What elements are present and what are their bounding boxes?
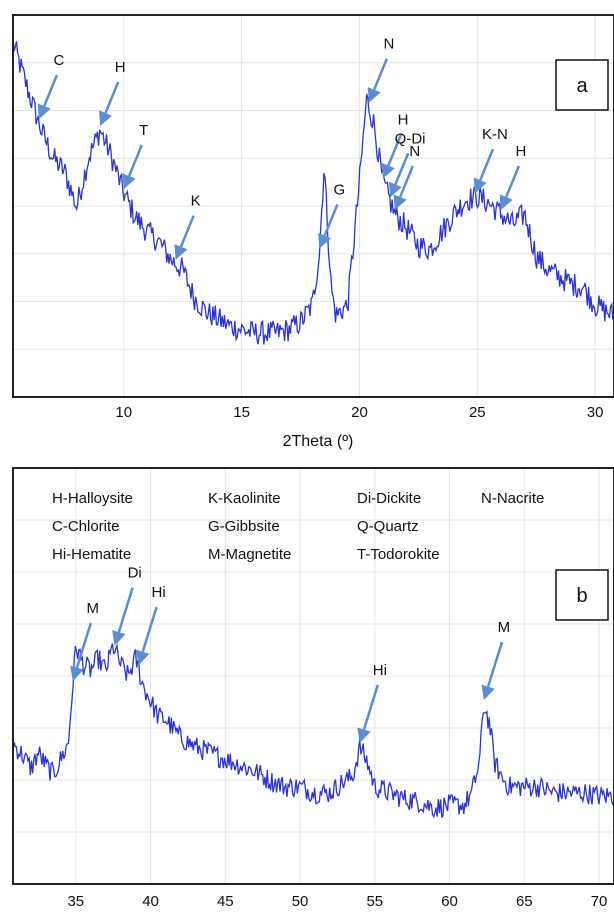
annotation-label: T <box>139 122 148 139</box>
xrd-trace-b <box>12 643 614 819</box>
x-tick-label: 55 <box>366 893 383 910</box>
annotation-arrowhead <box>37 103 51 119</box>
annotation-arrow <box>362 684 380 730</box>
legend-entry: N-Nacrite <box>481 490 544 507</box>
annotation-arrowhead <box>318 232 332 249</box>
annotation-arrow <box>43 74 59 107</box>
annotation-arrow <box>387 134 403 167</box>
x-tick-label: 40 <box>142 893 159 910</box>
annotations-b: M Di Hi Hi M <box>70 565 510 743</box>
annotation-arrow <box>373 58 389 91</box>
annotation-label: Hi <box>373 662 387 679</box>
x-tick-label: 50 <box>292 893 309 910</box>
annotation-arrowhead <box>174 244 188 260</box>
legend-entry: Di-Dickite <box>357 490 421 507</box>
annotation-arrowhead <box>499 194 513 210</box>
annotation-arrow <box>75 622 92 669</box>
legend-entry: Hi-Hematite <box>52 546 131 563</box>
x-ticks-a: 10 15 20 25 30 <box>115 404 603 421</box>
panel-label-b: b <box>576 585 587 607</box>
x-tick-label: 30 <box>587 404 604 421</box>
legend-entry: K-Kaolinite <box>208 490 281 507</box>
panel-label-box-b <box>555 569 609 621</box>
x-axis-label: 2Theta (º) <box>283 433 354 450</box>
plot-frame-a <box>12 14 614 398</box>
annotation-label: N <box>409 143 420 160</box>
plot-frame-b <box>12 467 614 885</box>
annotation-arrow <box>127 144 143 177</box>
legend-entry: Q-Quartz <box>357 518 419 535</box>
x-tick-label: 45 <box>217 893 234 910</box>
annotation-arrowhead <box>136 649 150 666</box>
annotation-arrowhead <box>481 684 495 701</box>
legend-entry: T-Todorokite <box>357 546 440 563</box>
annotation-arrow <box>479 148 495 181</box>
annotation-label: M <box>87 600 100 617</box>
legend-entry: H-Halloysite <box>52 490 133 507</box>
annotation-arrowhead <box>381 162 395 179</box>
annotation-arrow <box>394 152 410 185</box>
annotation-label: H <box>115 59 126 76</box>
annotation-arrowhead <box>388 181 402 198</box>
x-tick-label: 65 <box>516 893 533 910</box>
x-tick-label: 60 <box>441 893 458 910</box>
annotation-arrow <box>486 641 504 688</box>
gridlines-b <box>13 468 614 884</box>
annotation-label: C <box>54 52 65 69</box>
panel-label-box-a <box>555 59 609 111</box>
legend-entry: G-Gibbsite <box>208 518 280 535</box>
annotation-arrow <box>141 606 158 653</box>
annotation-arrowhead <box>393 194 407 210</box>
x-tick-label: 15 <box>233 404 250 421</box>
gridlines-a <box>13 15 614 397</box>
annotation-label: N <box>383 36 394 53</box>
panel-b: M Di Hi Hi M 35 40 45 50 55 60 65 70 b H-Halloysite… <box>12 467 614 910</box>
annotation-arrowhead <box>112 630 126 646</box>
annotation-label: M <box>498 619 511 636</box>
annotation-label: H <box>398 112 409 129</box>
annotation-arrow <box>104 81 120 114</box>
annotation-arrowhead <box>357 727 371 743</box>
x-ticks-b: 35 40 45 50 55 60 65 70 <box>67 893 607 910</box>
annotation-arrowhead <box>122 173 136 189</box>
annotation-label: G <box>334 182 346 199</box>
annotation-arrowhead <box>473 177 487 194</box>
annotation-label: K <box>191 193 201 210</box>
legend-entry: C-Chlorite <box>52 518 120 535</box>
annotation-arrowhead <box>99 110 112 126</box>
annotation-label: Q-Di <box>395 130 426 147</box>
annotation-arrow <box>179 215 195 248</box>
legend-entry: M-Magnetite <box>208 546 291 563</box>
xrd-trace-a <box>12 38 614 345</box>
annotation-arrow <box>117 587 134 633</box>
x-tick-label: 70 <box>591 893 608 910</box>
annotation-arrow <box>323 204 339 237</box>
annotation-arrowhead <box>70 665 84 682</box>
x-tick-label: 35 <box>67 893 84 910</box>
x-tick-label: 25 <box>469 404 486 421</box>
annotation-arrowhead <box>367 87 381 103</box>
x-tick-label: 10 <box>115 404 132 421</box>
annotation-label: K-N <box>482 126 508 143</box>
annotation-arrow <box>398 165 414 198</box>
panel-label-a: a <box>576 75 588 97</box>
x-tick-label: 20 <box>351 404 368 421</box>
mineral-legend: H-Halloysite K-Kaolinite Di-Dickite N-Nacri… <box>52 490 544 563</box>
annotation-label: H <box>515 143 526 160</box>
annotation-label: Hi <box>151 584 165 601</box>
annotation-arrow <box>505 165 521 198</box>
annotation-label: Di <box>128 565 142 582</box>
